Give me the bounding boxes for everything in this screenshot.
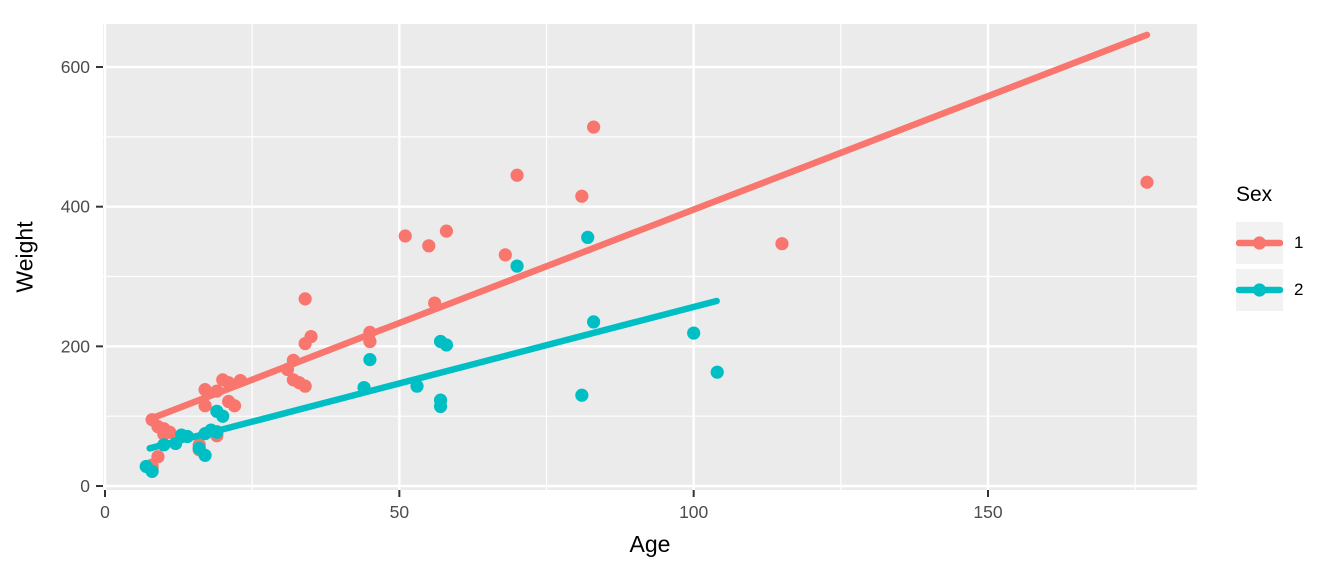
y-axis-tick-labels: 0 200 400 600 [61, 57, 90, 496]
legend-title: Sex [1236, 183, 1273, 206]
minor-gridlines [103, 24, 1197, 490]
legend-item-sex-2: 2 [1236, 269, 1303, 311]
x-axis-title: Age [629, 531, 671, 557]
series-2-trend-line [146, 297, 720, 452]
svg-text:100: 100 [679, 502, 708, 522]
series-2-points [139, 230, 724, 478]
svg-text:400: 400 [61, 197, 90, 217]
line-point-glyph-icon [1236, 283, 1283, 297]
svg-text:0: 0 [80, 476, 90, 496]
legend: Sex 1 2 [1236, 183, 1303, 316]
axis-tick-marks [96, 66, 990, 497]
svg-text:0: 0 [100, 502, 110, 522]
svg-text:600: 600 [61, 57, 90, 77]
legend-key-sex-1 [1236, 222, 1283, 264]
svg-text:200: 200 [61, 336, 90, 356]
legend-label-sex-1: 1 [1294, 233, 1304, 252]
line-point-glyph-icon [1236, 236, 1283, 250]
x-axis-tick-labels: 0 50 100 150 [100, 502, 1003, 522]
legend-label-sex-2: 2 [1294, 280, 1304, 299]
legend-key-sex-2 [1236, 269, 1283, 311]
svg-text:150: 150 [973, 502, 1002, 522]
svg-text:50: 50 [390, 502, 410, 522]
y-axis-title: Weight [11, 221, 38, 293]
major-gridlines [103, 24, 1197, 490]
legend-item-sex-1: 1 [1236, 222, 1303, 264]
series-1-trend-line [150, 31, 1151, 421]
